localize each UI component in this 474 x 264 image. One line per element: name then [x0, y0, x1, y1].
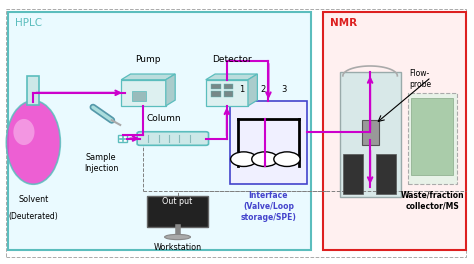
FancyBboxPatch shape	[137, 132, 209, 145]
FancyBboxPatch shape	[411, 98, 453, 175]
FancyBboxPatch shape	[27, 76, 39, 105]
Text: Pump: Pump	[136, 55, 161, 64]
Text: Waste/fraction
collector/MS: Waste/fraction collector/MS	[401, 191, 464, 210]
FancyBboxPatch shape	[211, 84, 221, 89]
Text: Column: Column	[146, 114, 181, 123]
Text: Flow-
probe: Flow- probe	[409, 69, 431, 89]
Text: Detector: Detector	[212, 55, 251, 64]
FancyBboxPatch shape	[362, 120, 379, 145]
Polygon shape	[206, 74, 257, 80]
Polygon shape	[166, 74, 175, 106]
Circle shape	[252, 152, 278, 167]
Ellipse shape	[13, 119, 35, 145]
FancyBboxPatch shape	[9, 12, 311, 249]
FancyBboxPatch shape	[230, 101, 307, 184]
Text: 2: 2	[260, 84, 265, 93]
Text: Sample
Injection: Sample Injection	[84, 153, 118, 173]
Ellipse shape	[164, 234, 191, 240]
FancyBboxPatch shape	[132, 91, 146, 101]
FancyBboxPatch shape	[339, 72, 401, 197]
Text: Interface
(Valve/Loop
storage/SPE): Interface (Valve/Loop storage/SPE)	[240, 191, 296, 222]
FancyBboxPatch shape	[206, 80, 248, 106]
FancyBboxPatch shape	[211, 91, 221, 97]
Text: Workstation: Workstation	[154, 243, 201, 252]
Text: Solvent: Solvent	[18, 195, 48, 204]
FancyBboxPatch shape	[408, 93, 457, 184]
Text: 3: 3	[281, 84, 286, 93]
Circle shape	[231, 152, 257, 167]
FancyBboxPatch shape	[224, 84, 233, 89]
Text: Out put: Out put	[163, 197, 192, 206]
Circle shape	[274, 152, 300, 167]
Text: (Deuterated): (Deuterated)	[9, 212, 58, 221]
FancyBboxPatch shape	[147, 196, 208, 227]
FancyBboxPatch shape	[121, 80, 166, 106]
FancyBboxPatch shape	[118, 135, 128, 143]
FancyBboxPatch shape	[343, 154, 363, 194]
Text: HPLC: HPLC	[16, 18, 43, 28]
Text: 1: 1	[239, 84, 244, 93]
Ellipse shape	[6, 101, 60, 184]
FancyBboxPatch shape	[224, 91, 233, 97]
Polygon shape	[121, 74, 175, 80]
FancyBboxPatch shape	[376, 154, 396, 194]
Text: NMR: NMR	[330, 18, 357, 28]
Polygon shape	[248, 74, 257, 106]
FancyBboxPatch shape	[323, 12, 466, 249]
